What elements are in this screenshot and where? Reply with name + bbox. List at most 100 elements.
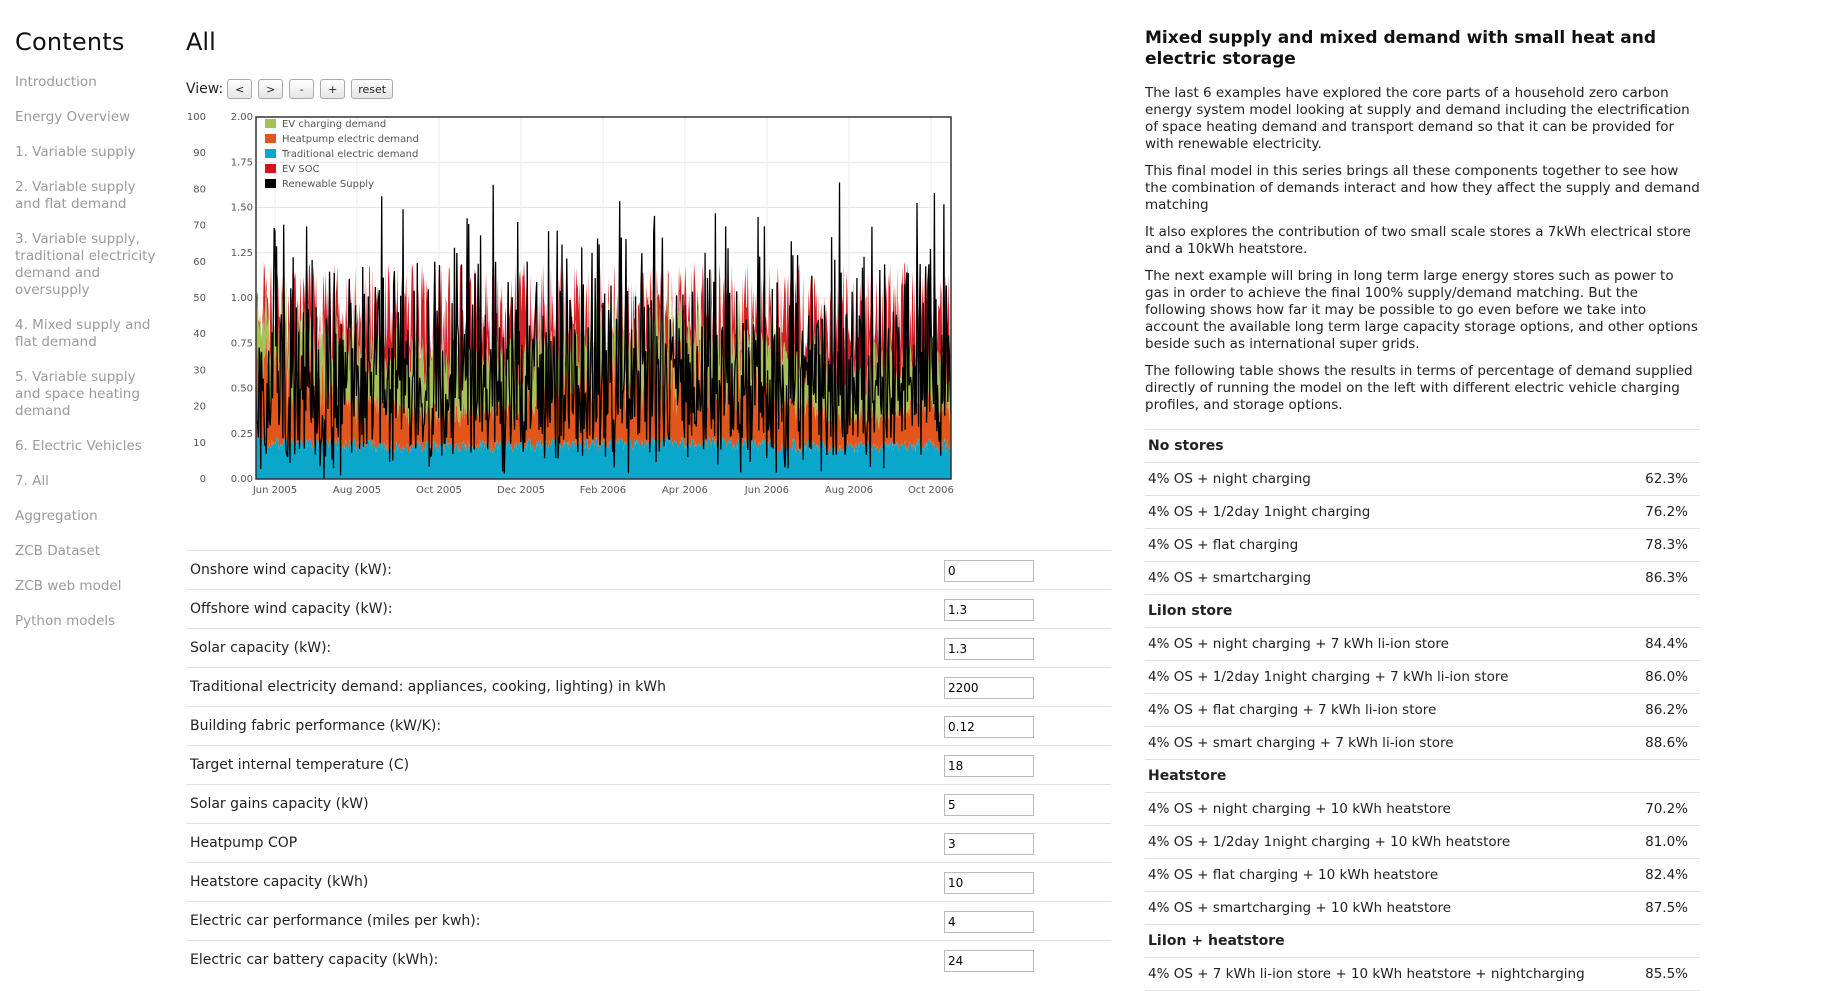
traditional-electricity-demand-input[interactable] <box>944 677 1034 699</box>
y-right-tick-label: 0.25 <box>231 429 253 440</box>
results-row: 4% OS + flat charging 78.3% <box>1145 529 1700 562</box>
results-row: 4% OS + 1/2day 1night charging + 7 kWh l… <box>1145 661 1700 694</box>
x-tick-label: Oct 2006 <box>908 485 954 496</box>
results-value: 86.0% <box>1645 669 1688 685</box>
y-right-tick-label: 0.50 <box>231 384 253 395</box>
form-label: Building fabric performance (kW/K): <box>190 718 442 734</box>
legend-label: Heatpump electric demand <box>282 134 419 145</box>
heatpump-cop-input[interactable] <box>944 833 1034 855</box>
sidebar-item-zcb-dataset[interactable]: ZCB Dataset <box>15 543 101 559</box>
sidebar-item-python-models[interactable]: Python models <box>15 613 116 629</box>
legend-swatch <box>265 179 276 188</box>
y-left-tick-label: 80 <box>193 184 206 195</box>
legend-swatch <box>265 119 276 128</box>
form-label: Onshore wind capacity (kW): <box>190 562 392 578</box>
view-toolbar: View: < > - + reset <box>186 78 399 100</box>
sidebar-item-1-variable-supply[interactable]: 1. Variable supply <box>15 144 136 160</box>
form-label: Traditional electricity demand: applianc… <box>190 679 666 695</box>
form-label: Heatpump COP <box>190 835 298 851</box>
offshore-wind-capacity-input[interactable] <box>944 599 1034 621</box>
sidebar-item-introduction[interactable]: Introduction <box>15 74 97 90</box>
electric-car-performance-input[interactable] <box>944 911 1034 933</box>
y-right-tick-label: 1.00 <box>231 293 253 304</box>
solar-gains-capacity-input[interactable] <box>944 794 1034 816</box>
results-value: 78.3% <box>1645 537 1688 553</box>
y-right-tick-label: 2.00 <box>231 112 253 123</box>
view-prev-button[interactable]: < <box>227 79 253 99</box>
results-row: 4% OS + smart charging + 7 kWh li-ion st… <box>1145 727 1700 760</box>
results-label: 4% OS + night charging + 7 kWh li-ion st… <box>1148 636 1449 652</box>
target-internal-temperature-input[interactable] <box>944 755 1034 777</box>
form-row: Electric car battery capacity (kWh): <box>186 940 1111 979</box>
results-value: 84.4% <box>1645 636 1688 652</box>
legend-swatch <box>265 134 276 143</box>
results-value: 82.4% <box>1645 867 1688 883</box>
form-row: Target internal temperature (C) <box>186 745 1111 784</box>
results-row: 4% OS + night charging 62.3% <box>1145 463 1700 496</box>
legend-label: EV charging demand <box>282 119 386 130</box>
results-group-heading: LiIon + heatstore <box>1145 925 1700 958</box>
sidebar-item-4-mixed-supply-and-flat-demand[interactable]: 4. Mixed supply and flat demand <box>15 317 151 350</box>
zoom-in-button[interactable]: + <box>320 79 346 99</box>
results-label: 4% OS + flat charging <box>1148 537 1299 553</box>
sidebar-item-5-variable-supply-and-space-heating-demand[interactable]: 5. Variable supply and space heating dem… <box>15 369 140 419</box>
legend-swatch <box>265 149 276 158</box>
chart-container: 100 90 80 70 60 50 40 30 20 10 0 2.00 1.75 1.50 1.25 1.… <box>186 103 1111 579</box>
results-label: 4% OS + smart charging + 7 kWh li-ion st… <box>1148 735 1454 751</box>
sidebar-item-aggregation[interactable]: Aggregation <box>15 508 98 524</box>
building-fabric-performance-input[interactable] <box>944 716 1034 738</box>
form-row: Building fabric performance (kW/K): <box>186 706 1111 745</box>
x-tick-label: Aug 2006 <box>825 485 873 496</box>
y-left-tick-label: 90 <box>193 148 206 159</box>
form-row: Traditional electricity demand: applianc… <box>186 667 1111 706</box>
form-row: Heatstore capacity (kWh) <box>186 862 1111 901</box>
results-value: 86.3% <box>1645 570 1688 586</box>
sidebar-item-6-electric-vehicles[interactable]: 6. Electric Vehicles <box>15 438 142 454</box>
sidebar-item-7-all[interactable]: 7. All <box>15 473 49 489</box>
results-row: 4% OS + flat charging + 10 kWh heatstore… <box>1145 859 1700 892</box>
zoom-out-button[interactable]: - <box>289 79 315 99</box>
heatstore-capacity-input[interactable] <box>944 872 1034 894</box>
x-tick-label: Aug 2005 <box>333 485 381 496</box>
sidebar-item-2-variable-supply-and-flat-demand[interactable]: 2. Variable supply and flat demand <box>15 179 136 212</box>
description-text: The last 6 examples have explored the co… <box>1145 85 1700 414</box>
electric-car-battery-capacity-input[interactable] <box>944 950 1034 972</box>
sidebar-title: Contents <box>15 28 125 56</box>
sidebar-item-zcb-web-model[interactable]: ZCB web model <box>15 578 122 594</box>
y-left-tick-label: 0 <box>200 474 206 485</box>
results-label: 4% OS + flat charging + 7 kWh li-ion sto… <box>1148 702 1437 718</box>
results-label: 4% OS + 1/2day 1night charging + 10 kWh … <box>1148 834 1511 850</box>
sidebar-nav: Introduction Energy Overview 1. Variable s… <box>15 74 165 630</box>
form-label: Solar gains capacity (kW) <box>190 796 369 812</box>
view-next-button[interactable]: > <box>258 79 284 99</box>
description-paragraph: The next example will bring in long term… <box>1145 268 1698 352</box>
form-row: Onshore wind capacity (kW): <box>186 550 1111 589</box>
solar-capacity-input[interactable] <box>944 638 1034 660</box>
sidebar-item-energy-overview[interactable]: Energy Overview <box>15 109 131 125</box>
results-group-heading: No stores <box>1145 430 1700 463</box>
form-label: Electric car battery capacity (kWh): <box>190 952 439 968</box>
description-paragraph: The following table shows the results in… <box>1145 363 1693 413</box>
results-value: 76.2% <box>1645 504 1688 520</box>
description-paragraph: It also explores the contribution of two… <box>1145 224 1691 257</box>
x-tick-label: Jun 2006 <box>744 485 789 496</box>
results-value: 62.3% <box>1645 471 1688 487</box>
series-renewable-supply <box>255 182 952 479</box>
description-paragraph: This final model in this series brings a… <box>1145 163 1700 213</box>
y-left-tick-label: 30 <box>193 365 206 376</box>
form-label: Target internal temperature (C) <box>190 757 410 773</box>
y-right-tick-label: 1.75 <box>231 157 253 168</box>
sidebar-item-3-variable-supply-traditional-electricity-demand-and-oversupply[interactable]: 3. Variable supply, traditional electric… <box>15 231 156 298</box>
reset-view-button[interactable]: reset <box>351 79 394 99</box>
legend-swatch <box>265 164 276 173</box>
legend-label: EV SOC <box>282 164 320 175</box>
description-paragraph: The last 6 examples have explored the co… <box>1145 85 1690 152</box>
form-row: Solar gains capacity (kW) <box>186 784 1111 823</box>
results-row: 4% OS + smartcharging 86.3% <box>1145 562 1700 595</box>
form-label: Solar capacity (kW): <box>190 640 332 656</box>
results-value: 81.0% <box>1645 834 1688 850</box>
y-left-tick-label: 60 <box>193 257 206 268</box>
chart[interactable]: 10090807060504030201002.001.751.501.251.… <box>186 103 1111 579</box>
onshore-wind-capacity-input[interactable] <box>944 560 1034 582</box>
y-right-tick-label: 0.00 <box>231 474 253 485</box>
